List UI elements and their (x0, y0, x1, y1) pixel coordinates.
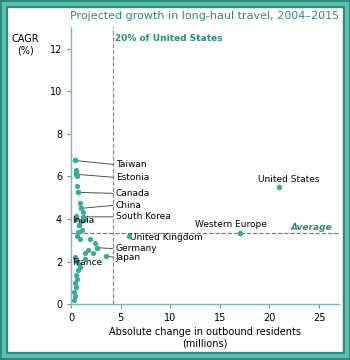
Point (78, 265, 83, 270)
Point (74, 216, 79, 222)
Point (75, 174, 80, 179)
Point (83, 216, 88, 222)
Point (86, 247, 91, 253)
Point (74, 276, 79, 282)
Title: Projected growth in long-haul travel, 2004–2015: Projected growth in long-haul travel, 20… (70, 11, 340, 21)
Point (126, 233, 131, 239)
Point (73, 257, 79, 262)
Point (94, 245, 100, 251)
Text: Germany: Germany (116, 244, 157, 253)
Point (79, 218, 84, 224)
Point (79, 206, 84, 211)
Point (72, 158, 77, 163)
Point (80, 209, 86, 215)
Point (87, 236, 93, 242)
Text: South Korea: South Korea (116, 212, 170, 221)
Point (237, 230, 243, 236)
Point (72, 293, 78, 299)
Point (72, 280, 78, 286)
Point (79, 206, 84, 211)
Text: Taiwan: Taiwan (116, 160, 146, 169)
Y-axis label: CAGR
(%): CAGR (%) (12, 33, 39, 55)
Point (76, 261, 82, 267)
X-axis label: Absolute change in outbound residents
(millions): Absolute change in outbound residents (m… (109, 327, 301, 349)
Point (91, 251, 96, 256)
Point (73, 272, 79, 278)
Point (74, 259, 79, 265)
Point (94, 245, 100, 251)
Point (83, 257, 88, 262)
Point (75, 233, 80, 238)
Text: Average: Average (290, 223, 332, 232)
Point (73, 171, 79, 177)
Text: Western Europe: Western Europe (195, 220, 267, 229)
Text: United Kingdom: United Kingdom (130, 233, 202, 242)
Point (74, 183, 80, 189)
Point (72, 255, 78, 260)
Text: Estonia: Estonia (116, 173, 149, 182)
Text: 20% of United States: 20% of United States (115, 33, 222, 42)
Point (77, 200, 83, 206)
Point (76, 189, 81, 195)
Text: China: China (116, 201, 141, 210)
Text: Canada: Canada (116, 189, 150, 198)
Point (72, 158, 77, 163)
Point (77, 222, 82, 228)
Point (76, 229, 81, 235)
Point (80, 214, 86, 220)
Text: India: India (72, 216, 94, 225)
Point (80, 227, 85, 233)
Point (76, 189, 81, 195)
Point (73, 213, 78, 219)
Point (276, 184, 282, 190)
Text: France: France (72, 258, 103, 267)
Point (78, 236, 83, 242)
Point (74, 167, 79, 173)
Point (71, 297, 77, 303)
Point (77, 222, 82, 228)
Point (71, 289, 77, 294)
Text: Japan: Japan (116, 253, 141, 262)
Point (75, 267, 80, 273)
Point (73, 285, 79, 291)
Point (83, 250, 88, 256)
Point (103, 253, 108, 259)
Point (73, 171, 79, 177)
Point (92, 240, 98, 246)
Text: United States: United States (258, 175, 319, 184)
